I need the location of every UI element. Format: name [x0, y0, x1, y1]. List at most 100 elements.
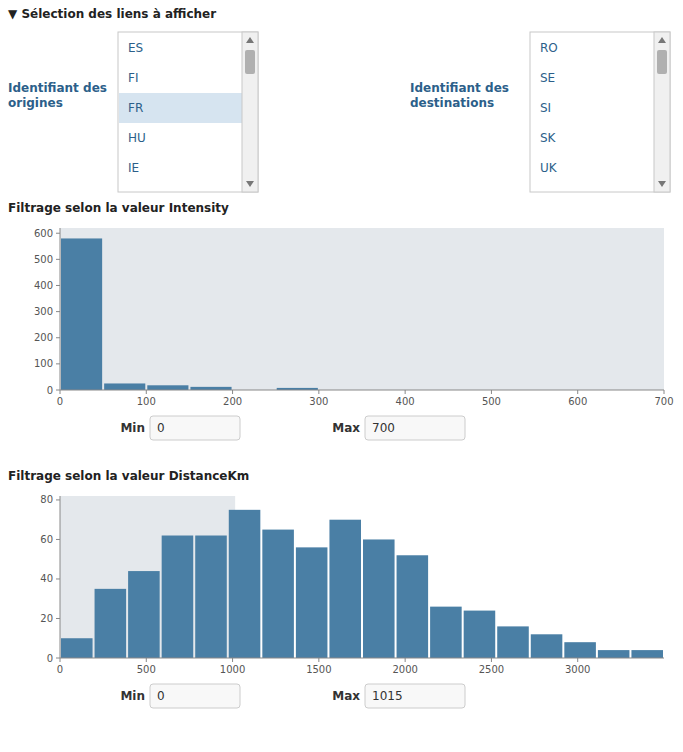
x-tick	[318, 390, 319, 394]
y-tick-label: 0	[47, 385, 53, 396]
bar	[397, 555, 429, 658]
listbox-item: FR	[128, 101, 143, 115]
x-tick	[491, 658, 492, 662]
listbox-item: FI	[128, 71, 138, 85]
filter-max-value: 700	[372, 421, 395, 435]
bar	[95, 589, 127, 658]
filter-range	[60, 228, 664, 390]
listbox-item: IE	[128, 161, 139, 175]
filter-max-label: Max	[332, 689, 360, 703]
x-tick-label: 2500	[479, 664, 504, 675]
y-tick-label: 100	[34, 358, 53, 369]
y-tick	[56, 578, 60, 579]
chart: Filtrage selon la valeur DistanceKm 0 500 1…	[8, 469, 664, 708]
input-box	[365, 684, 465, 708]
y-tick	[56, 618, 60, 619]
x-tick	[405, 658, 406, 662]
x-tick-label: 1500	[306, 664, 331, 675]
y-tick-label: 0	[47, 653, 53, 664]
x-tick	[146, 658, 147, 662]
y-tick	[56, 539, 60, 540]
bar	[104, 383, 145, 390]
bar	[631, 650, 663, 658]
scrollbar-thumb	[245, 50, 255, 74]
y-tick-label: 500	[34, 254, 53, 265]
text-line: Identifiant des	[410, 81, 509, 95]
bar	[598, 650, 630, 658]
listbox-item: SI	[540, 101, 551, 115]
y-tick	[56, 499, 60, 500]
filter-min-label: Min	[120, 421, 145, 435]
x-tick-label: 700	[654, 396, 673, 407]
bar	[430, 607, 462, 658]
y-tick-label: 400	[34, 280, 53, 291]
x-tick	[232, 658, 233, 662]
bar	[363, 539, 395, 658]
y-axis	[60, 496, 61, 658]
listbox-item: SE	[540, 71, 555, 85]
x-tick	[491, 390, 492, 394]
y-axis	[60, 228, 61, 390]
x-tick	[664, 390, 665, 394]
filter-min-value: 0	[157, 421, 165, 435]
x-tick-label: 200	[223, 396, 242, 407]
chart-title: Filtrage selon la valeur Intensity	[8, 201, 229, 215]
x-tick-label: 100	[137, 396, 156, 407]
bar	[564, 642, 596, 658]
bar	[296, 547, 328, 658]
page: ▼ Sélection des liens à afficher Identifi…	[0, 0, 683, 752]
x-axis	[60, 390, 664, 391]
bar	[497, 626, 529, 658]
text-line: Identifiant des	[8, 81, 107, 95]
listbox-item: ES	[128, 41, 143, 55]
y-tick-label: 80	[40, 494, 53, 505]
bar	[147, 385, 188, 390]
y-tick	[56, 363, 60, 364]
listbox: ROSESISKUK	[530, 32, 670, 192]
scrollbar-track	[242, 32, 258, 192]
bar	[464, 611, 496, 658]
scroll-up	[658, 37, 666, 43]
x-tick-label: 500	[482, 396, 501, 407]
y-tick	[56, 259, 60, 260]
bar	[162, 536, 194, 658]
scrollbar-thumb	[657, 50, 667, 74]
y-tick	[56, 337, 60, 338]
x-axis	[60, 658, 664, 659]
chart-title: Filtrage selon la valeur DistanceKm	[8, 469, 249, 483]
y-tick-label: 40	[40, 573, 53, 584]
y-tick	[56, 285, 60, 286]
x-tick	[577, 658, 578, 662]
y-tick-label: 20	[40, 613, 53, 624]
x-tick-label: 400	[396, 396, 415, 407]
y-tick-label: 600	[34, 228, 53, 239]
x-tick	[60, 390, 61, 394]
filter-max-value: 1015	[372, 689, 403, 703]
input-box	[150, 684, 240, 708]
bar	[531, 634, 563, 658]
x-tick	[60, 658, 61, 662]
y-tick-label: 200	[34, 332, 53, 343]
bar	[229, 510, 261, 658]
x-tick-label: 600	[568, 396, 587, 407]
x-tick-label: 3000	[565, 664, 590, 675]
bar	[262, 530, 294, 658]
bar	[61, 238, 102, 390]
listbox-selected	[119, 93, 242, 123]
y-tick	[56, 390, 60, 391]
filter-max-label: Max	[332, 421, 360, 435]
chart: Filtrage selon la valeur Intensity 0 100 20…	[8, 201, 674, 440]
selection-title: ▼ Sélection des liens à afficher	[8, 7, 216, 21]
y-tick-label: 60	[40, 534, 53, 545]
x-tick-label: 500	[137, 664, 156, 675]
bar	[329, 520, 361, 658]
listbox-frame	[118, 32, 258, 192]
y-tick	[56, 658, 60, 659]
text-line: origines	[8, 96, 63, 110]
x-tick-label: 0	[57, 664, 63, 675]
scroll-down	[658, 181, 666, 187]
scroll-down	[246, 181, 254, 187]
listbox: ESFIFRHUIE	[118, 32, 258, 192]
bar	[128, 571, 160, 658]
text-line: destinations	[410, 96, 494, 110]
